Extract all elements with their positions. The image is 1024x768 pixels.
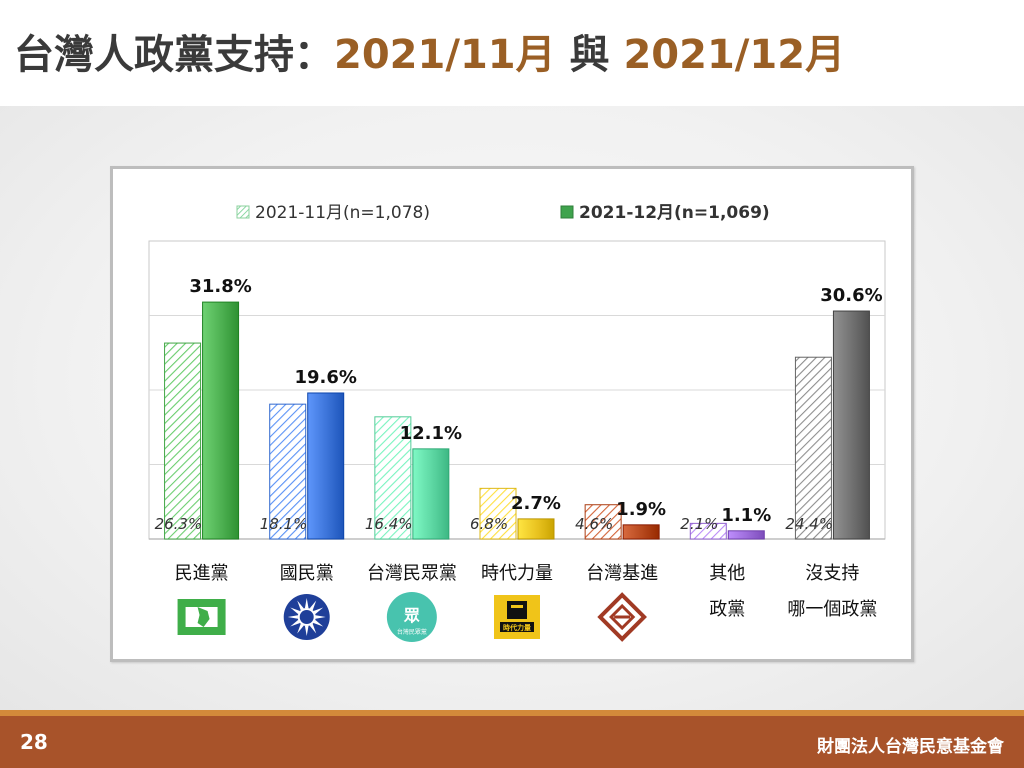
bar-nov-5 [584, 504, 622, 540]
category-label-6: 政黨 [709, 599, 745, 620]
value-label-nov-3: 16.4% [365, 515, 413, 533]
page-number: 28 [20, 730, 48, 754]
legend-label-1: 2021-11月(n=1,078) [255, 203, 430, 223]
slide-title: 台灣人政黨支持：2021/11月 與 2021/12月 [14, 20, 845, 90]
value-label-dec-2: 19.6% [294, 367, 356, 388]
svg-text:台灣民眾黨: 台灣民眾黨 [397, 628, 427, 636]
bar-dec-5 [622, 524, 660, 540]
value-label-dec-3: 12.1% [400, 423, 462, 444]
value-label-dec-5: 1.9% [616, 499, 666, 520]
bar-dec-3 [412, 448, 450, 540]
dpp-logo [177, 599, 226, 635]
value-label-dec-1: 31.8% [189, 276, 251, 297]
bar-chart: 2021-11月(n=1,078) 2021-12月(n=1,069) 26.3%… [148, 203, 886, 642]
svg-text:眾: 眾 [403, 606, 420, 625]
bar-nov-7 [794, 356, 832, 540]
value-label-dec-6: 1.1% [721, 505, 771, 526]
category-label-7: 沒支持 [805, 563, 859, 584]
category-label-1: 民進黨 [175, 563, 229, 584]
footer-accent-line [0, 710, 1024, 716]
bar-dec-2 [307, 392, 345, 540]
value-label-dec-7: 30.6% [820, 285, 882, 306]
bar-nov-2 [269, 403, 307, 540]
title-date-2: 2021/12月 [623, 32, 846, 78]
title-date-1: 2021/11月 [334, 32, 556, 78]
footer-bar: 28 財團法人台灣民意基金會 [0, 716, 1024, 768]
tsp-logo [597, 592, 647, 642]
legend-label-2: 2021-12月(n=1,069) [579, 203, 770, 223]
organization-name: 財團法人台灣民意基金會 [817, 737, 1004, 757]
category-label-7: 哪一個政黨 [787, 599, 877, 620]
value-label-nov-2: 18.1% [260, 515, 308, 533]
value-label-dec-4: 2.7% [511, 493, 561, 514]
category-label-2: 國民黨 [280, 563, 334, 584]
bar-nov-3 [374, 416, 412, 540]
value-label-nov-4: 6.8% [470, 515, 508, 533]
title-joiner: 與 [555, 32, 624, 78]
bar-nov-6 [689, 522, 727, 540]
legend-swatch-1 [236, 205, 250, 219]
svg-text:時代力量: 時代力量 [503, 623, 531, 632]
category-label-5: 台灣基進 [586, 563, 658, 584]
value-label-nov-7: 24.4% [785, 515, 833, 533]
category-label-4: 時代力量 [481, 563, 553, 584]
title-bar: 台灣人政黨支持：2021/11月 與 2021/12月 [0, 0, 1024, 106]
kmt-logo [283, 594, 330, 640]
bar-dec-6 [727, 530, 765, 540]
bar-dec-1 [202, 301, 240, 540]
category-label-3: 台灣民眾黨 [367, 563, 457, 584]
value-label-nov-1: 26.3% [155, 515, 203, 533]
legend-swatch-2 [560, 205, 574, 219]
bar-dec-4 [517, 518, 555, 540]
bar-nov-1 [164, 342, 202, 540]
chart-frame: 2021-11月(n=1,078) 2021-12月(n=1,069) 26.3%… [110, 166, 914, 662]
bar-nov-4 [479, 487, 517, 540]
bar-dec-7 [832, 310, 870, 540]
npp-logo: 時代力量 [494, 595, 540, 639]
value-label-nov-5: 4.6% [575, 515, 613, 533]
category-label-6: 其他 [709, 563, 745, 584]
title-main: 台灣人政黨支持： [14, 32, 334, 78]
value-label-nov-6: 2.1% [680, 515, 718, 533]
